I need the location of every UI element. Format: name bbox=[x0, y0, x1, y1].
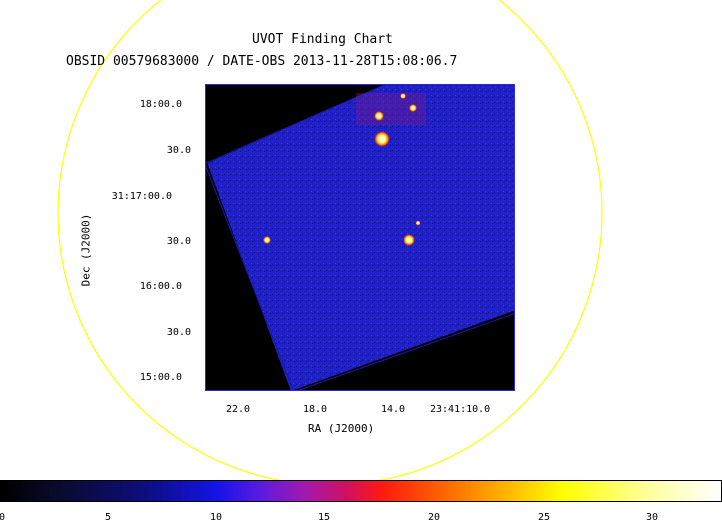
colorbar-tick-label: 5 bbox=[104, 512, 112, 523]
sky-image bbox=[206, 85, 514, 390]
colorbar-tick-label: 25 bbox=[537, 512, 551, 523]
dec-tick-label: 30.0 bbox=[166, 145, 191, 156]
dec-tick-label: 16:00.0 bbox=[139, 281, 182, 292]
star-source bbox=[415, 220, 421, 226]
ra-tick-label: 22.0 bbox=[226, 404, 251, 415]
ra-axis-label: RA (J2000) bbox=[308, 422, 375, 435]
dec-tick-label: 31:17:00.0 bbox=[111, 191, 172, 202]
dec-tick-label: 30.0 bbox=[166, 327, 191, 338]
chart-subtitle: OBSID 00579683000 / DATE-OBS 2013-11-28T… bbox=[66, 54, 458, 69]
star-source bbox=[374, 111, 384, 121]
uvot-image-frame bbox=[205, 84, 515, 391]
colorbar-tick-label: 0 bbox=[0, 512, 6, 523]
star-source bbox=[409, 104, 417, 112]
ra-tick-label: 23:41:10.0 bbox=[430, 404, 491, 415]
star-source bbox=[403, 234, 415, 246]
dec-axis-label: Dec (J2000) bbox=[79, 213, 93, 287]
colorbar-tick-label: 10 bbox=[209, 512, 223, 523]
ra-tick-label: 18.0 bbox=[303, 404, 328, 415]
dec-tick-label: 15:00.0 bbox=[139, 372, 182, 383]
colorbar-tick-label: 30 bbox=[645, 512, 659, 523]
chart-title: UVOT Finding Chart bbox=[252, 32, 393, 47]
colorbar bbox=[0, 480, 722, 502]
colorbar-tick-label: 20 bbox=[427, 512, 441, 523]
star-source bbox=[400, 93, 406, 99]
ra-tick-label: 14.0 bbox=[381, 404, 406, 415]
star-source bbox=[374, 131, 390, 147]
colorbar-tick-label: 15 bbox=[317, 512, 331, 523]
dec-tick-label: 30.0 bbox=[166, 236, 191, 247]
dec-tick-label: 18:00.0 bbox=[139, 99, 182, 110]
star-source bbox=[263, 236, 271, 244]
